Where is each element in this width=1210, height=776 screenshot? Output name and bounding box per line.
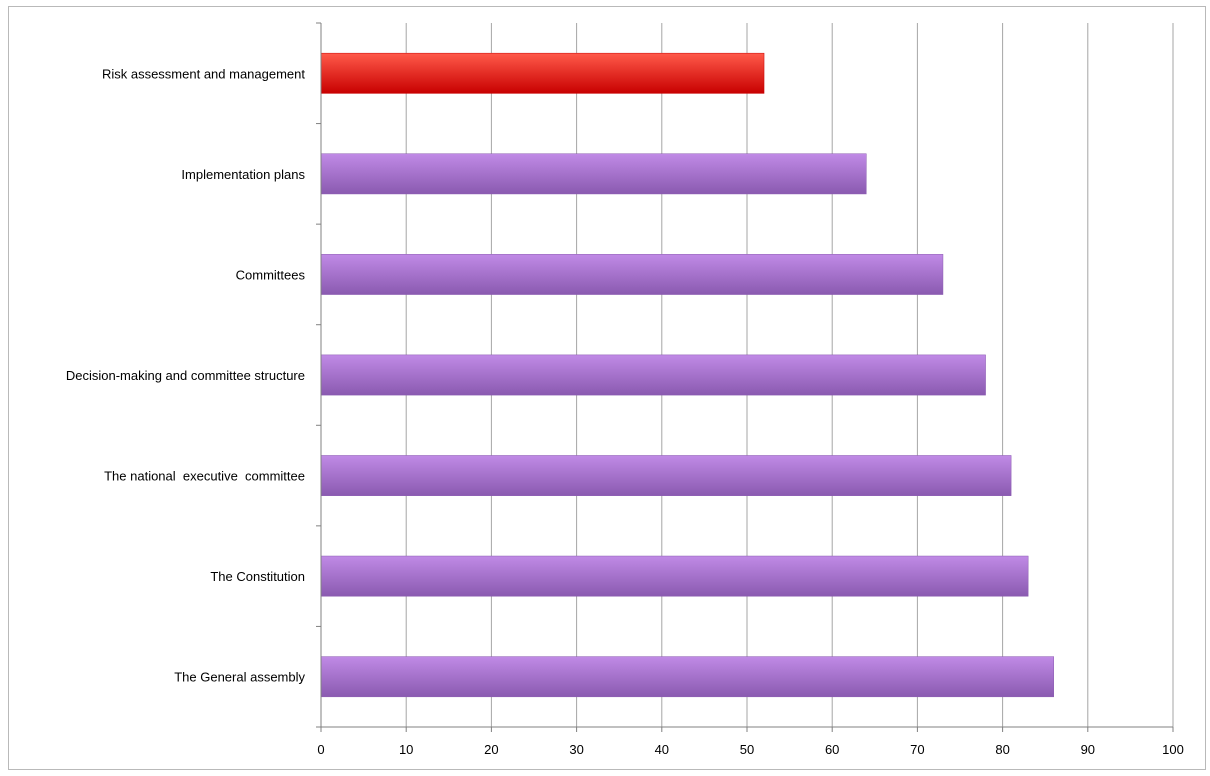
chart-frame: Risk assessment and management Implementa…	[8, 6, 1206, 770]
x-tick-label: 100	[1162, 742, 1184, 757]
x-tick-label: 90	[1081, 742, 1095, 757]
category-labels: Risk assessment and management Implementa…	[66, 66, 306, 684]
bar	[320, 656, 1054, 698]
bar-chart: Risk assessment and management Implementa…	[66, 22, 1184, 757]
x-tick-label: 30	[569, 742, 583, 757]
x-tick-label: 0	[317, 742, 324, 757]
bar	[320, 455, 1012, 496]
category-label: Committees	[236, 267, 306, 282]
bar	[320, 354, 986, 396]
x-tick-label: 70	[910, 742, 924, 757]
axes	[316, 22, 1174, 732]
category-label: The Constitution	[210, 569, 305, 584]
category-label: The General assembly	[174, 670, 305, 685]
x-tick-label: 10	[399, 742, 413, 757]
x-tick-label: 80	[995, 742, 1009, 757]
bar-highlight	[320, 52, 765, 94]
x-tick-labels: 0 10 20 30 40 50 60 70 80 90 100	[317, 742, 1183, 757]
category-label: Risk assessment and management	[102, 66, 305, 81]
category-label: The national executive committee	[104, 469, 305, 484]
bar	[320, 555, 1029, 597]
bar	[320, 254, 944, 295]
bars	[320, 52, 1054, 698]
category-label: Decision-making and committee structure	[66, 368, 305, 383]
x-tick-label: 40	[655, 742, 669, 757]
bar	[320, 153, 867, 195]
x-tick-label: 20	[484, 742, 498, 757]
category-label: Implementation plans	[181, 167, 305, 182]
x-tick-label: 60	[825, 742, 839, 757]
x-tick-label: 50	[740, 742, 754, 757]
